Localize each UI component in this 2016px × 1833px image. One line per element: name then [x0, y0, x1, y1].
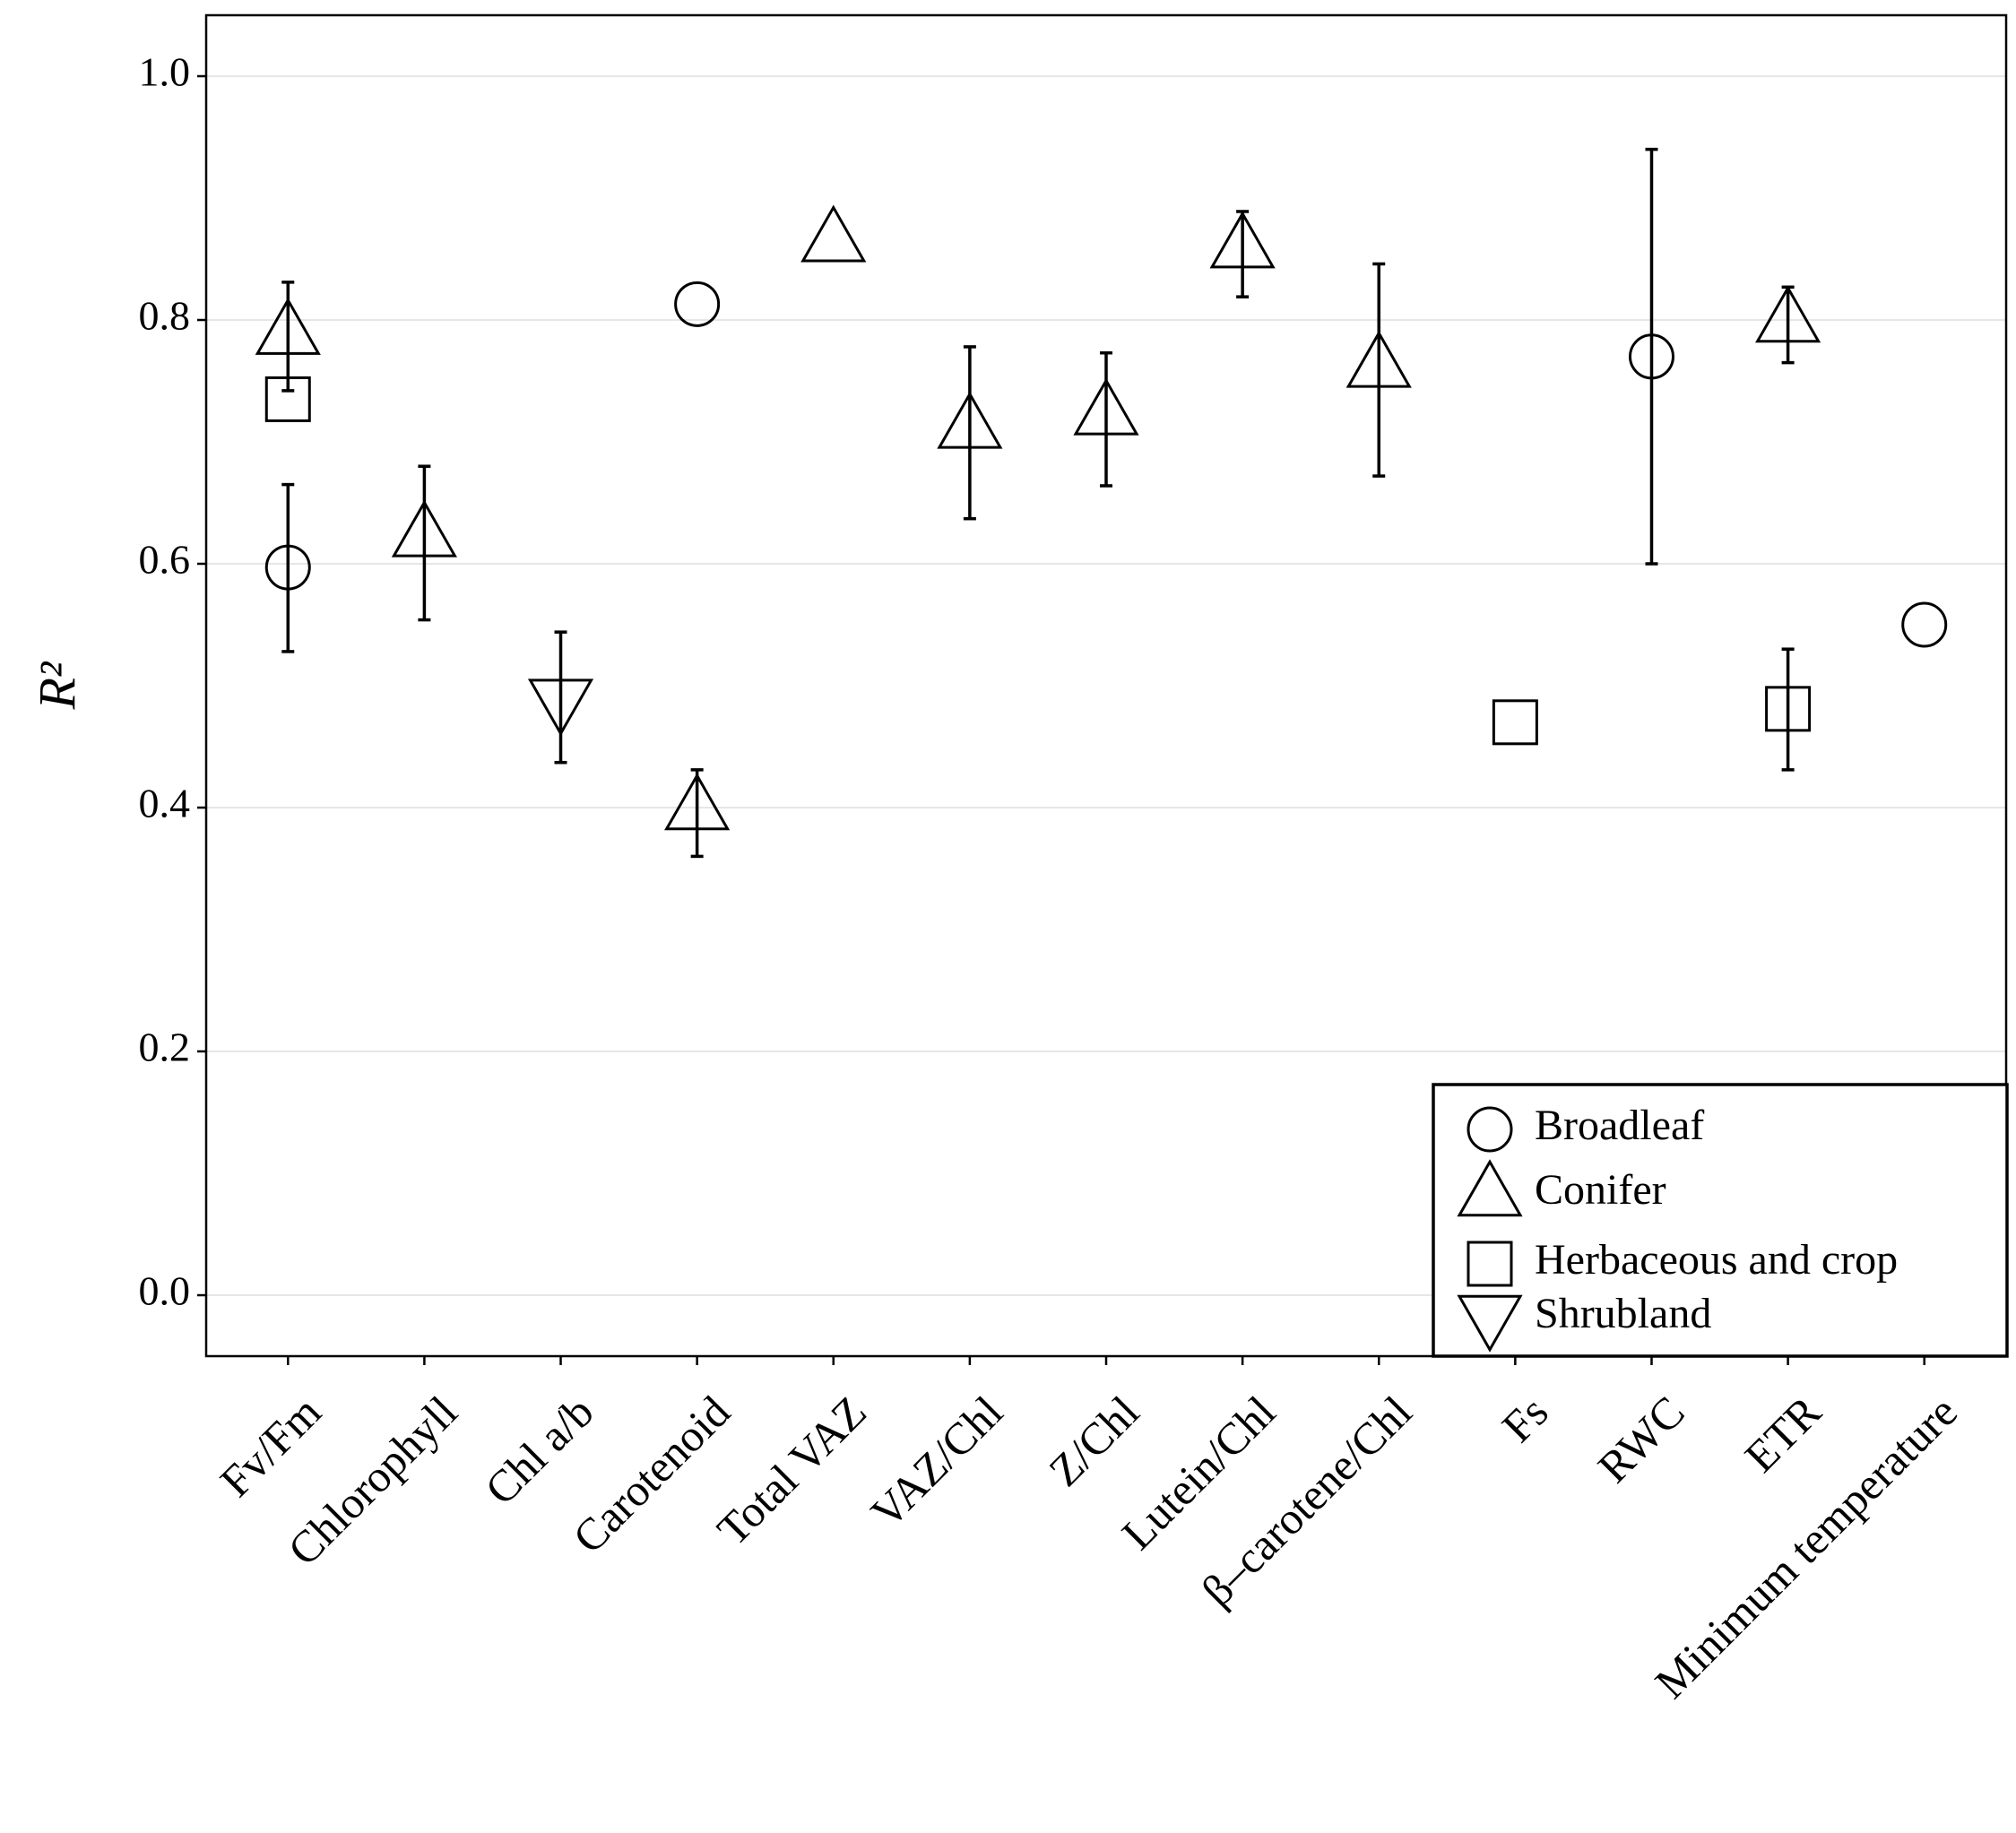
x-tick-label: Chl a/b — [475, 1387, 603, 1515]
y-tick-label: 0.0 — [139, 1268, 191, 1314]
point — [1755, 285, 1821, 343]
error-bar — [1781, 647, 1795, 772]
legend-box — [1432, 1083, 2009, 1358]
error-bar — [1236, 210, 1250, 298]
error-bar — [418, 464, 431, 622]
legend-label: Herbaceous and crop — [1535, 1236, 1898, 1284]
y-tick-label: 0.6 — [139, 537, 191, 583]
point — [264, 544, 311, 591]
legend-marker — [1457, 1159, 1523, 1217]
point — [255, 297, 321, 355]
x-tick-label: Fv/Fm — [211, 1387, 331, 1507]
x-tick-label: Z/Chl — [1039, 1387, 1148, 1496]
error-bar — [281, 482, 295, 653]
error-bar — [1781, 285, 1795, 365]
point — [1209, 211, 1276, 269]
x-tick-label: VAZ/Chl — [861, 1387, 1013, 1538]
point — [937, 391, 1003, 449]
point — [1765, 686, 1812, 732]
point — [664, 773, 731, 831]
error-bar — [1645, 147, 1658, 566]
point — [1901, 601, 1948, 648]
y-tick-label: 0.8 — [139, 293, 191, 339]
point — [527, 679, 594, 737]
legend-label: Conifer — [1535, 1166, 1666, 1214]
x-tick-label: Fs — [1493, 1387, 1558, 1452]
legend-label: Broadleaf — [1535, 1102, 1704, 1149]
y-tick-label: 0.4 — [139, 781, 191, 826]
point — [674, 281, 721, 327]
point — [391, 499, 457, 558]
x-tick-label: Total VAZ — [707, 1387, 876, 1555]
error-bar — [1372, 262, 1386, 478]
legend-marker — [1457, 1294, 1523, 1353]
x-tick-label: RWC — [1588, 1387, 1694, 1492]
error-bar — [1100, 350, 1112, 488]
point — [1073, 377, 1139, 436]
legend-label: Shrubland — [1535, 1290, 1711, 1337]
y-tick-label: 0.2 — [139, 1025, 191, 1070]
legend-marker — [1467, 1106, 1513, 1153]
error-bar — [963, 345, 976, 521]
point — [1345, 330, 1412, 388]
point — [1628, 333, 1674, 380]
error-bar — [554, 630, 567, 765]
y-tick-label: 1.0 — [139, 49, 191, 95]
point — [800, 204, 867, 263]
legend-marker — [1467, 1241, 1513, 1287]
point — [1492, 699, 1538, 746]
x-tick-label: ETR — [1735, 1386, 1830, 1482]
point — [264, 376, 311, 422]
y-axis-label: R² — [28, 661, 86, 710]
error-bar — [690, 768, 704, 859]
